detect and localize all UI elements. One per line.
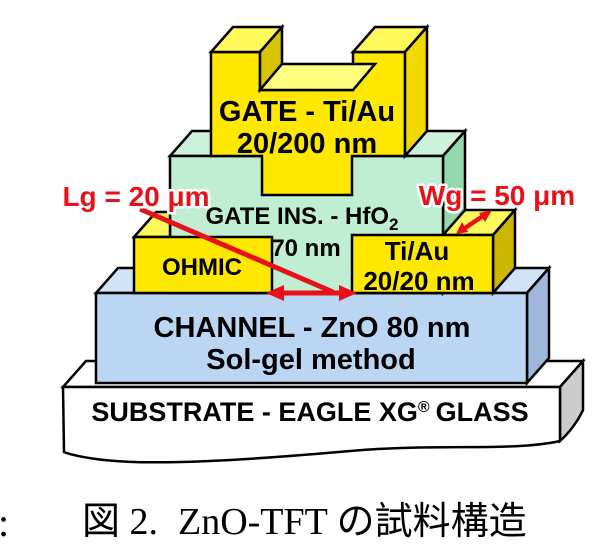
edge-text-fragment: : <box>0 500 9 545</box>
contact-label-line2: 20/20 nm <box>363 266 474 296</box>
gate-label-line1: GATE - Ti/Au <box>219 96 395 128</box>
figure-caption-number: 図 2. <box>82 501 158 543</box>
substrate-front-face <box>61 385 562 464</box>
contact-label-line1: Ti/Au <box>385 236 450 266</box>
gate-width-arrowhead-down-icon <box>456 222 468 234</box>
gate-length-arrowhead-left-icon <box>266 285 284 301</box>
gate-right-side-face <box>403 23 429 160</box>
gate-width-arrowhead-up-icon <box>479 210 492 222</box>
gate-insulator-label-line2: 70 nm <box>271 235 340 262</box>
channel-label-line2: Sol-gel method <box>206 344 415 376</box>
gate-length-arrowhead-right-icon <box>339 285 357 301</box>
gate-label-line2: 20/200 nm <box>237 128 377 160</box>
gate-notch-bottom-top-face <box>257 62 378 92</box>
figure-caption: 図 2. ZnO-TFT の試料構造 <box>82 501 527 543</box>
contact-front-face <box>350 233 495 295</box>
annotations: Lg = 20 μm Wg = 50 μm <box>60 178 578 301</box>
gate-length-label: Lg = 20 μm <box>62 181 209 212</box>
substrate-label: SUBSTRATE - EAGLE XG® GLASS <box>91 397 528 427</box>
gate-block: GATE - Ti/Au 20/200 nm <box>208 23 430 197</box>
gate-insulator-label-line1: GATE INS. - HfO2 <box>205 203 398 234</box>
channel-label-line1: CHANNEL - ZnO 80 nm <box>154 312 471 344</box>
contact-block: Ti/Au 20/20 nm <box>350 206 518 297</box>
gate-width-label: Wg = 50 μm <box>419 180 575 211</box>
figure-caption-text: ZnO-TFT の試料構造 <box>178 501 527 543</box>
ohmic-label: OHMIC <box>162 254 242 281</box>
gate-length-leader-line <box>139 206 334 295</box>
